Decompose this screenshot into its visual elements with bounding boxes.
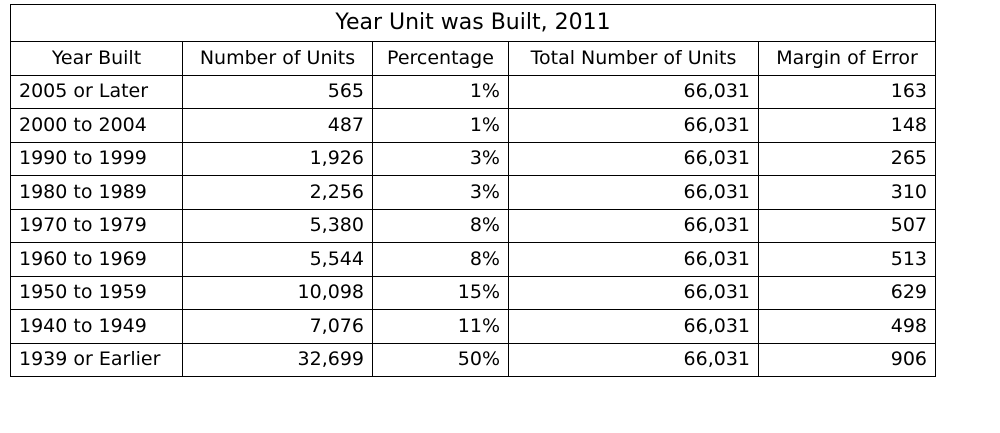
table-row: 1980 to 1989 2,256 3% 66,031 310 [10,175,936,210]
table-body: 2005 or Later 565 1% 66,031 163 2000 to … [10,74,936,377]
margin-of-error-cell: 163 [758,74,936,109]
percentage-cell: 3% [372,175,509,210]
year-built-cell: 2000 to 2004 [10,108,183,143]
table-row: 2005 or Later 565 1% 66,031 163 [10,74,936,109]
percentage-cell: 3% [372,141,509,176]
margin-of-error-cell: 906 [758,342,936,377]
table-row: 1960 to 1969 5,544 8% 66,031 513 [10,242,936,277]
total-units-cell: 66,031 [508,175,759,210]
number-of-units-cell: 5,544 [182,242,373,277]
total-units-cell: 66,031 [508,275,759,310]
number-of-units-cell: 5,380 [182,208,373,243]
percentage-cell: 50% [372,342,509,377]
title-row: Year Unit was Built, 2011 [10,4,936,42]
percentage-cell: 11% [372,309,509,344]
margin-of-error-cell: 265 [758,141,936,176]
percentage-cell: 1% [372,74,509,109]
header-total-number-of-units: Total Number of Units [508,41,759,76]
year-built-cell: 1939 or Earlier [10,342,183,377]
total-units-cell: 66,031 [508,242,759,277]
header-year-built: Year Built [10,41,183,76]
table-head: Year Unit was Built, 2011 Year Built Num… [10,4,936,76]
table-row: 1940 to 1949 7,076 11% 66,031 498 [10,309,936,344]
margin-of-error-cell: 310 [758,175,936,210]
number-of-units-cell: 487 [182,108,373,143]
number-of-units-cell: 10,098 [182,275,373,310]
year-built-cell: 1940 to 1949 [10,309,183,344]
table-row: 1990 to 1999 1,926 3% 66,031 265 [10,141,936,176]
total-units-cell: 66,031 [508,141,759,176]
margin-of-error-cell: 513 [758,242,936,277]
percentage-cell: 15% [372,275,509,310]
table-row: 1970 to 1979 5,380 8% 66,031 507 [10,208,936,243]
number-of-units-cell: 2,256 [182,175,373,210]
margin-of-error-cell: 507 [758,208,936,243]
percentage-cell: 8% [372,242,509,277]
year-built-cell: 1990 to 1999 [10,141,183,176]
total-units-cell: 66,031 [508,309,759,344]
table-row: 1950 to 1959 10,098 15% 66,031 629 [10,275,936,310]
number-of-units-cell: 32,699 [182,342,373,377]
number-of-units-cell: 565 [182,74,373,109]
header-margin-of-error: Margin of Error [758,41,936,76]
year-built-cell: 2005 or Later [10,74,183,109]
header-number-of-units: Number of Units [182,41,373,76]
total-units-cell: 66,031 [508,342,759,377]
table-row: 1939 or Earlier 32,699 50% 66,031 906 [10,342,936,377]
percentage-cell: 1% [372,108,509,143]
header-row: Year Built Number of Units Percentage To… [10,41,936,76]
total-units-cell: 66,031 [508,74,759,109]
year-built-cell: 1980 to 1989 [10,175,183,210]
margin-of-error-cell: 148 [758,108,936,143]
year-built-cell: 1950 to 1959 [10,275,183,310]
year-built-table: Year Unit was Built, 2011 Year Built Num… [10,4,936,377]
margin-of-error-cell: 629 [758,275,936,310]
total-units-cell: 66,031 [508,208,759,243]
year-built-cell: 1970 to 1979 [10,208,183,243]
header-percentage: Percentage [372,41,509,76]
number-of-units-cell: 1,926 [182,141,373,176]
table-title: Year Unit was Built, 2011 [10,4,936,42]
table-row: 2000 to 2004 487 1% 66,031 148 [10,108,936,143]
year-built-cell: 1960 to 1969 [10,242,183,277]
margin-of-error-cell: 498 [758,309,936,344]
percentage-cell: 8% [372,208,509,243]
number-of-units-cell: 7,076 [182,309,373,344]
total-units-cell: 66,031 [508,108,759,143]
